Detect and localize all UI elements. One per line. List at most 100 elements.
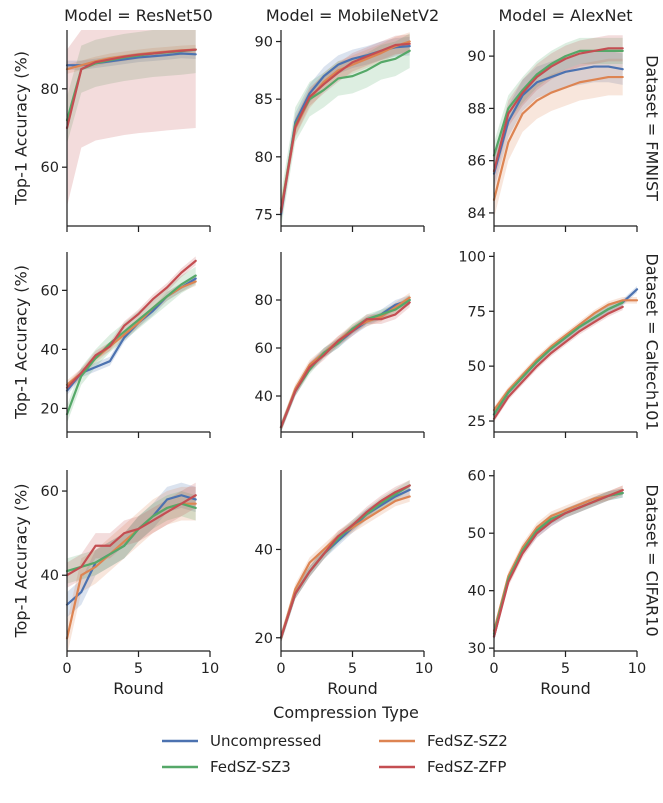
legend-label: FedSZ-SZ3 [210, 758, 291, 776]
confidence-band-fedsz-zfp [281, 34, 410, 222]
legend-title: Compression Type [273, 703, 419, 722]
series-line-fedsz-sz3 [492, 49, 624, 157]
legend-label: FedSZ-SZ2 [427, 732, 508, 750]
x-tick-label: 10 [201, 661, 219, 677]
x-tick-label: 5 [348, 661, 357, 677]
confidence-band-fedsz-sz3 [281, 33, 410, 229]
series-line-fedsz-zfp [279, 484, 411, 639]
y-tick-label: 75 [468, 304, 486, 320]
series-line-fedsz-zfp [279, 42, 411, 214]
legend-item-uncompressed: Uncompressed [162, 732, 322, 750]
panel-1-3: 84 86 88 90 Model = AlexNet Dataset = FMNIST [468, 6, 662, 232]
y-tick-label: 50 [468, 526, 486, 542]
confidence-band-uncompressed [281, 36, 410, 224]
series-line-fedsz-zfp [65, 48, 197, 130]
y-tick-label: 60 [41, 484, 59, 500]
y-tick-label: 20 [255, 631, 273, 647]
legend-item-fedsz-sz3: FedSZ-SZ3 [162, 758, 291, 776]
y-tick-label: 60 [41, 160, 59, 176]
y-tick-label: 90 [468, 49, 486, 65]
confidence-band-uncompressed [494, 488, 623, 642]
y-tick-label: 80 [41, 82, 59, 98]
y-tick-label: 84 [468, 206, 486, 222]
confidence-band-uncompressed [67, 482, 196, 618]
series-line-fedsz-zfp [492, 489, 624, 638]
y-tick-label: 40 [41, 342, 59, 358]
legend-label: Uncompressed [210, 732, 322, 750]
series-line-fedsz-zfp [492, 305, 624, 420]
series-line-uncompressed [492, 65, 624, 175]
x-axis-label: Round [113, 679, 164, 698]
confidence-band-fedsz-sz2 [494, 485, 623, 636]
panel-3-2: 20 40 0 5 10 Round [255, 470, 433, 698]
y-tick-label: 40 [255, 389, 273, 405]
y-tick-label: 20 [41, 401, 59, 417]
panel-2-2: 40 60 80 [255, 252, 425, 438]
y-tick-label: 40 [41, 568, 59, 584]
legend-label: FedSZ-ZFP [427, 758, 506, 776]
confidence-band-fedsz-zfp [281, 297, 410, 432]
x-tick-label: 10 [415, 661, 433, 677]
x-tick-label: 10 [628, 661, 646, 677]
y-tick-label: 50 [468, 359, 486, 375]
x-tick-label: 5 [134, 661, 143, 677]
series-line-fedsz-sz2 [492, 299, 639, 412]
panel-1-1: 60 80 Model = ResNet50 Top-1 Accuracy (%) [12, 6, 213, 232]
x-axis-label: Round [327, 679, 378, 698]
x-axis-label: Round [540, 679, 591, 698]
x-tick-label: 0 [489, 661, 498, 677]
row-title: Dataset = CIFAR10 [643, 484, 662, 636]
legend-item-fedsz-zfp: FedSZ-ZFP [379, 758, 506, 776]
y-tick-label: 40 [468, 584, 486, 600]
panel-1-2: 75 80 85 90 Model = MobileNetV2 [255, 6, 439, 232]
series-line-fedsz-zfp [65, 259, 197, 389]
y-tick-label: 80 [255, 150, 273, 166]
x-tick-label: 5 [561, 661, 570, 677]
series-line-fedsz-sz3 [65, 502, 197, 573]
series-line-fedsz-zfp [279, 301, 411, 429]
y-tick-label: 60 [41, 283, 59, 299]
y-tick-label: 75 [255, 207, 273, 223]
y-axis-label: Top-1 Accuracy (%) [12, 484, 31, 639]
y-tick-label: 60 [255, 341, 273, 357]
y-tick-label: 90 [255, 35, 273, 51]
x-tick-label: 0 [276, 661, 285, 677]
column-title: Model = AlexNet [498, 6, 632, 25]
series-line-fedsz-sz2 [492, 75, 624, 201]
panel-2-3: 25 50 75 100 Dataset = Caltech101 [458, 249, 662, 438]
y-tick-label: 30 [468, 641, 486, 657]
series-line-fedsz-zfp [65, 494, 197, 577]
series-line-fedsz-zfp [492, 47, 624, 173]
column-title: Model = MobileNetV2 [266, 6, 439, 25]
confidence-band-fedsz-sz2 [281, 32, 410, 218]
y-tick-label: 88 [468, 101, 486, 117]
confidence-band-fedsz-sz3 [494, 299, 623, 418]
confidence-band-fedsz-sz2 [494, 58, 623, 219]
x-tick-label: 0 [62, 661, 71, 677]
series-line-fedsz-sz2 [279, 495, 411, 639]
series-line-fedsz-sz2 [492, 489, 624, 632]
y-tick-label: 25 [468, 414, 486, 430]
panel-grid: 60 80 Model = ResNet50 Top-1 Accuracy (%) 75… [12, 6, 662, 698]
y-tick-label: 40 [255, 542, 273, 558]
row-title: Dataset = Caltech101 [643, 253, 662, 430]
confidence-band-fedsz-sz3 [67, 266, 196, 424]
confidence-band-fedsz-zfp [67, 30, 196, 207]
row-title: Dataset = FMNIST [643, 55, 662, 201]
confidence-band-fedsz-sz3 [67, 30, 196, 144]
confidence-band-fedsz-zfp [494, 303, 623, 423]
confidence-band-fedsz-zfp [494, 35, 623, 185]
legend: Compression Type Uncompressed FedSZ-SZ2 Fe… [162, 703, 508, 776]
y-tick-label: 85 [255, 92, 273, 108]
series-line-uncompressed [279, 488, 411, 639]
panel-2-1: 20 40 60 Top-1 Accuracy (%) [12, 252, 211, 438]
series-line-fedsz-sz3 [65, 274, 197, 416]
y-tick-label: 86 [468, 154, 486, 170]
y-tick-label: 100 [458, 249, 486, 265]
panel-3-1: 40 60 0 5 10 Top-1 Accuracy (%) Round [12, 470, 219, 698]
column-title: Model = ResNet50 [64, 6, 213, 25]
y-tick-label: 60 [468, 469, 486, 485]
y-tick-label: 80 [255, 293, 273, 309]
y-axis-label: Top-1 Accuracy (%) [12, 51, 31, 206]
